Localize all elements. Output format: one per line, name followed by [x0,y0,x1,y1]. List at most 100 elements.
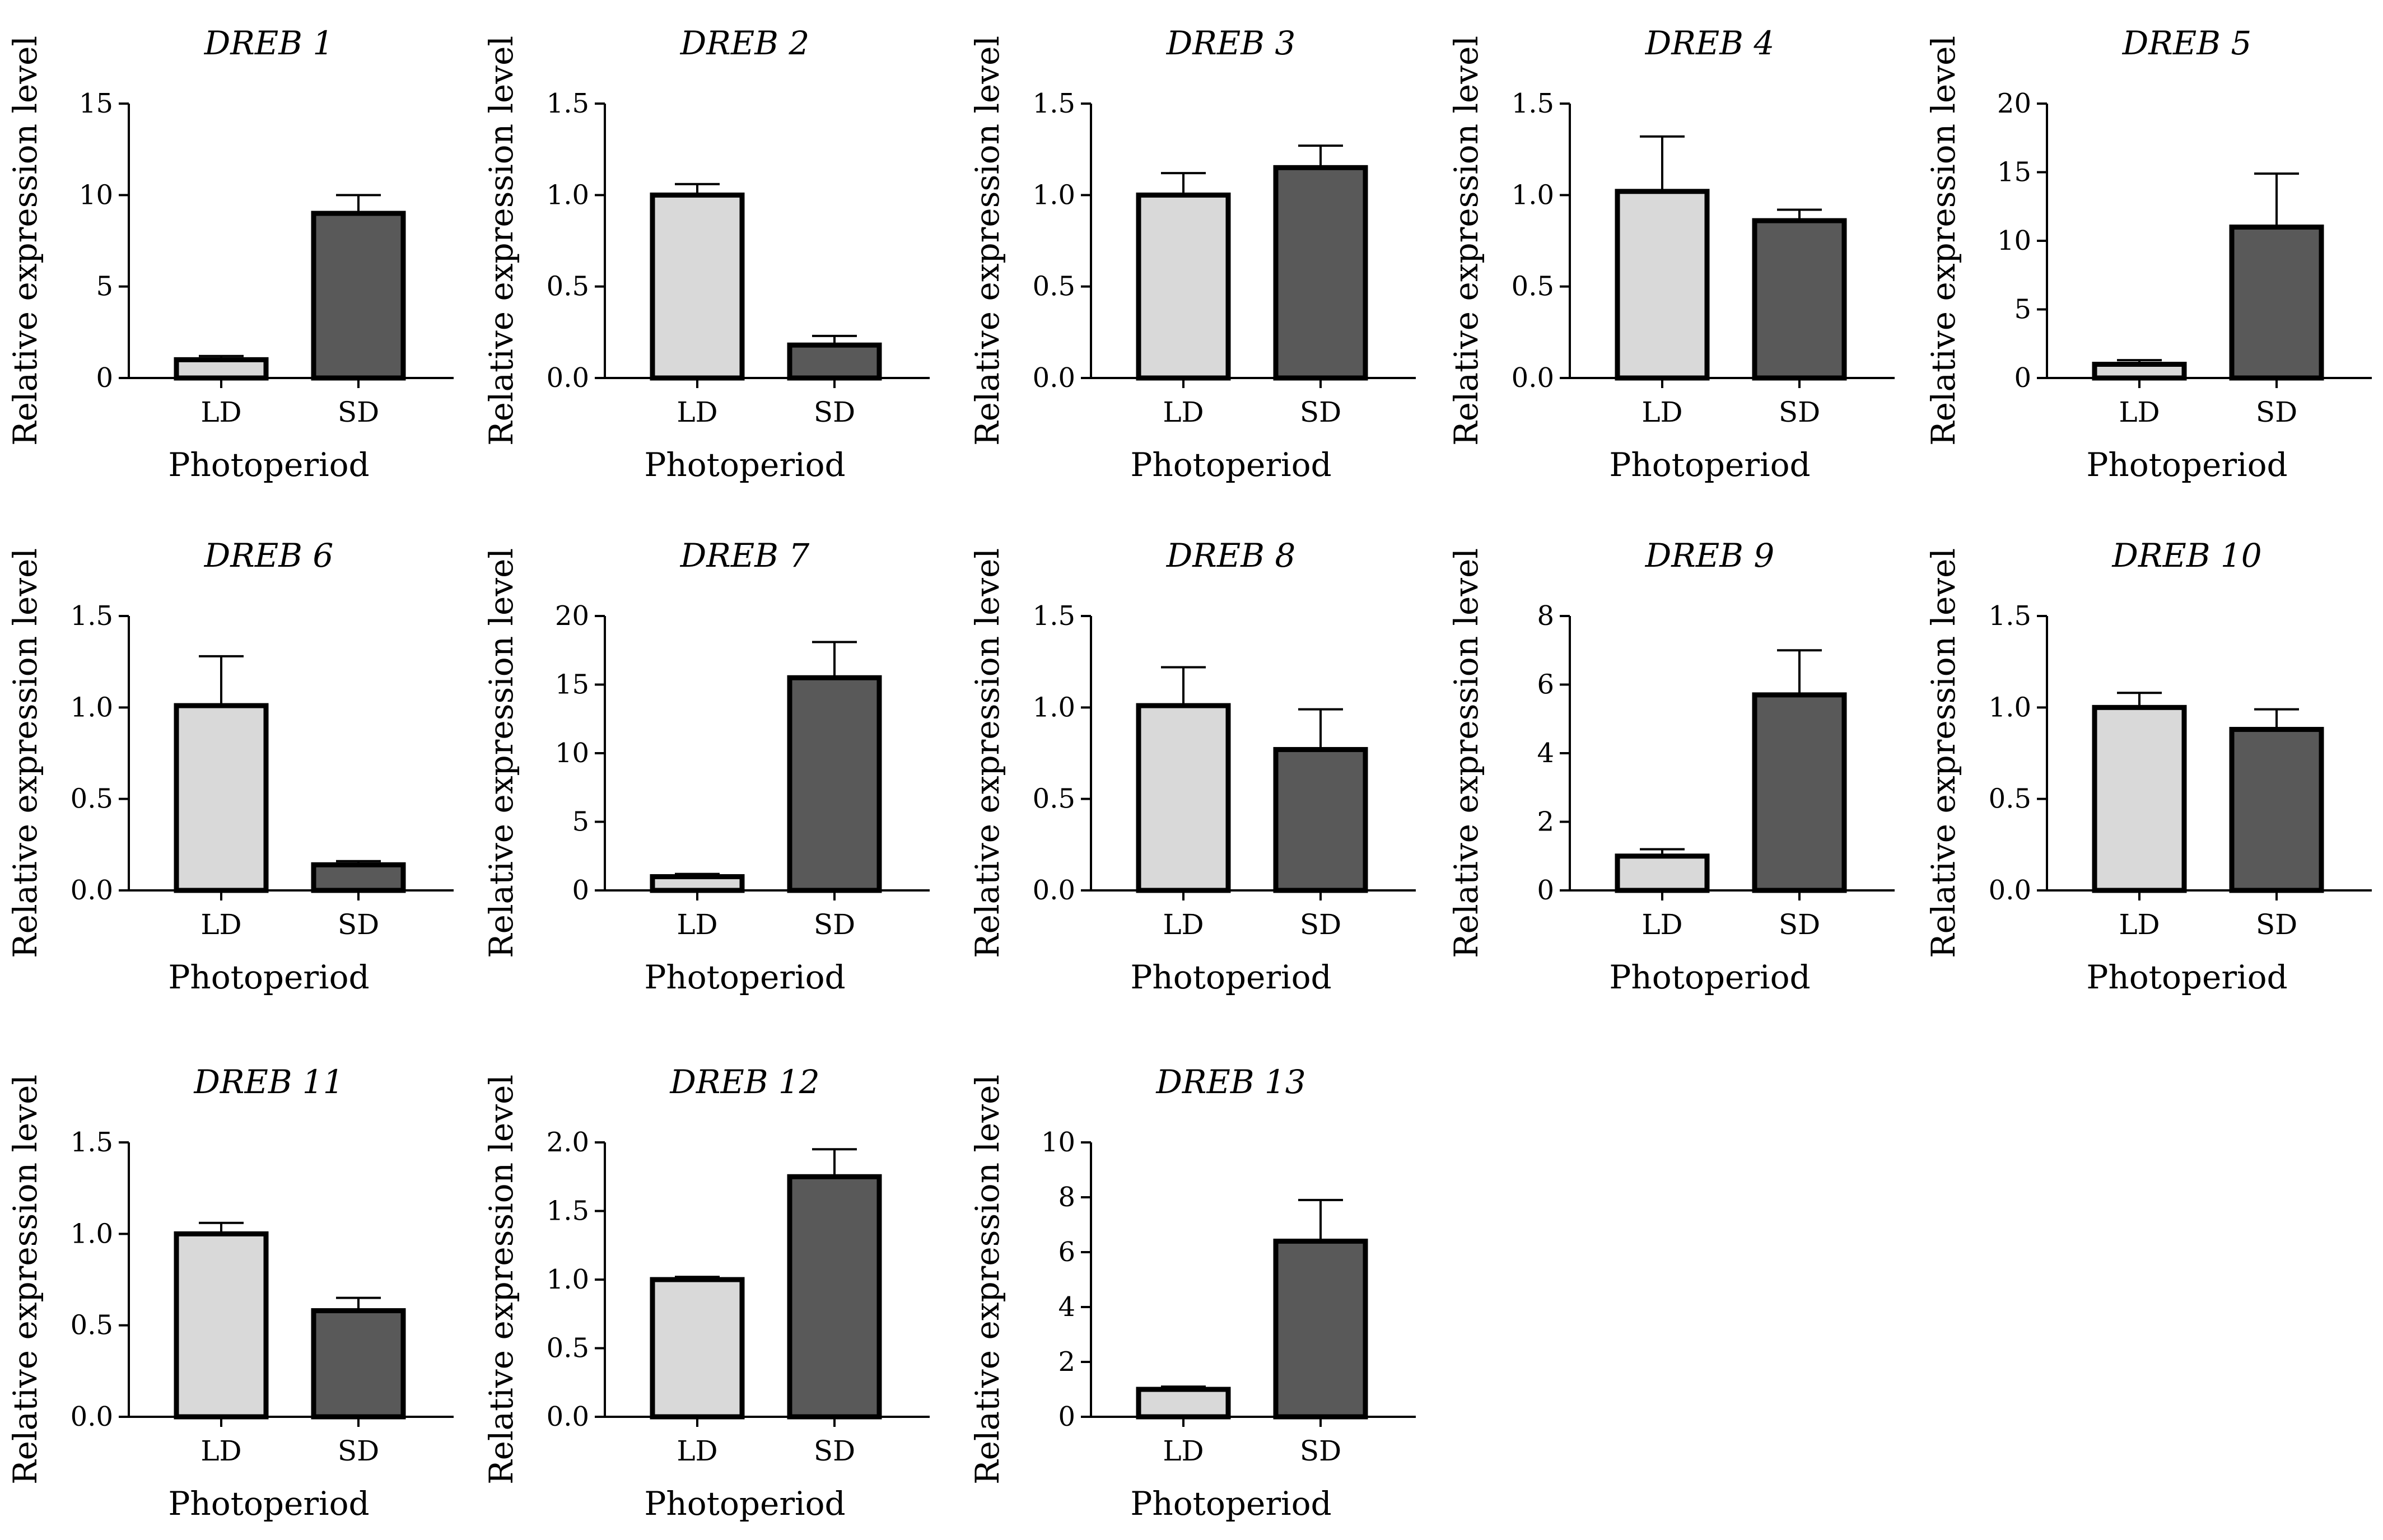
x-category-label: SD [814,1435,855,1467]
bar-sd [311,211,406,381]
y-tick-label: 2 [1537,806,1554,838]
bar-sd [1273,165,1368,381]
y-axis-label: Relative expression level [1924,36,1962,446]
y-tick-label: 6 [1537,669,1554,701]
y-tick-label: 0 [572,875,589,906]
chart-panel: DREB 8 Relative expression level 0.0 0.5 1.0… [968,536,1416,996]
y-tick-label: 1.0 [547,1264,589,1295]
chart-title: DREB 5 [2122,24,2251,62]
bar-ld [650,874,745,893]
chart-panel: DREB 6 Relative expression level 0.0 0.5 1.0… [6,536,454,996]
y-tick-label: 1.0 [1033,692,1075,723]
y-tick-label: 0.5 [1033,783,1075,815]
chart-title: DREB 7 [680,536,810,575]
bar-sd [311,862,406,893]
y-tick-label: 0 [1058,1401,1075,1432]
x-axis-label: Photoperiod [168,446,369,484]
bar-sd [787,675,882,893]
x-category-label: SD [1300,396,1341,428]
bar-sd [1752,692,1847,893]
x-category-label: LD [200,1435,241,1467]
x-category-label: LD [2119,396,2160,428]
chart-title: DREB 4 [1645,24,1774,62]
y-tick-label: 1.0 [71,1218,113,1249]
y-tick-label: 5 [96,271,113,302]
chart-title: DREB 11 [193,1063,343,1101]
chart-panel: DREB 9 Relative expression level 0 2 4 6 8 LD SD… [1447,536,1895,996]
x-category-label: LD [200,396,241,428]
y-tick-label: 0.5 [1512,271,1554,302]
y-tick-label: 1.5 [71,600,113,632]
y-tick-label: 0.0 [71,875,113,906]
y-axis-label: Relative expression level [968,1075,1006,1485]
bar-ld [174,703,269,893]
x-category-label: SD [1300,1435,1341,1467]
bar-sd [1273,1238,1368,1420]
y-tick-label: 0 [2014,362,2031,394]
x-category-label: LD [1641,396,1682,428]
x-category-label: SD [338,396,379,428]
x-category-label: LD [200,908,241,941]
y-tick-label: 1.5 [1033,600,1075,632]
y-tick-label: 15 [79,88,113,119]
y-tick-label: 0.0 [71,1401,113,1432]
y-tick-label: 6 [1058,1236,1075,1268]
x-category-label: SD [2256,396,2297,428]
bar-ld [1615,189,1710,381]
y-axis-label: Relative expression level [482,548,520,958]
y-tick-label: 0.5 [547,271,589,302]
y-tick-label: 8 [1537,600,1554,632]
bar-sd [787,342,882,381]
y-tick-label: 0.0 [1989,875,2031,906]
x-category-label: SD [814,908,855,941]
y-tick-label: 20 [555,600,589,632]
x-category-label: LD [2119,908,2160,941]
chart-panel: DREB 11 Relative expression level 0.0 0.5 1.… [6,1063,454,1523]
chart-panel: DREB 5 Relative expression level 0 5 10 15 20 L… [1924,24,2372,484]
bar-ld [1615,853,1710,893]
y-tick-label: 10 [1997,225,2031,256]
bar-ld [1136,1387,1231,1420]
y-tick-label: 0.5 [71,783,113,815]
chart-title: DREB 6 [204,536,333,575]
bar-ld [174,357,269,381]
bar-sd [311,1308,406,1420]
x-category-label: SD [1779,908,1820,941]
y-tick-label: 1.5 [547,88,589,119]
bar-sd [787,1174,882,1420]
y-tick-label: 10 [555,738,589,769]
x-category-label: LD [1163,908,1204,941]
y-axis-label: Relative expression level [6,36,44,446]
y-tick-label: 0.5 [547,1333,589,1364]
y-axis-label: Relative expression level [1924,548,1962,958]
chart-panel: DREB 1 Relative expression level 0 5 10 15 LD S… [6,24,454,484]
bar-sd [2229,727,2324,893]
x-category-label: SD [1300,908,1341,941]
y-tick-label: 20 [1997,88,2031,119]
bar-ld [174,1231,269,1420]
y-tick-label: 1.0 [547,179,589,211]
x-axis-label: Photoperiod [1609,958,1810,996]
y-tick-label: 10 [79,179,113,211]
x-category-label: LD [677,396,717,428]
y-tick-label: 1.5 [547,1196,589,1227]
chart-title: DREB 2 [680,24,809,62]
x-axis-label: Photoperiod [168,1485,369,1523]
x-axis-label: Photoperiod [2086,958,2287,996]
y-tick-label: 2 [1058,1346,1075,1378]
x-axis-label: Photoperiod [168,958,369,996]
chart-title: DREB 1 [204,24,333,62]
chart-panel: DREB 10 Relative expression level 0.0 0.5 1.… [1924,536,2372,996]
y-tick-label: 0.0 [547,362,589,394]
y-tick-label: 2.0 [547,1127,589,1158]
bar-ld [1136,192,1231,381]
y-tick-label: 4 [1058,1291,1075,1323]
x-category-label: LD [1163,396,1204,428]
x-axis-label: Photoperiod [1130,1485,1331,1523]
x-category-label: SD [338,1435,379,1467]
x-axis-label: Photoperiod [644,1485,845,1523]
y-tick-label: 5 [572,806,589,838]
y-tick-label: 1.5 [1989,600,2031,632]
y-tick-label: 0 [1537,875,1554,906]
